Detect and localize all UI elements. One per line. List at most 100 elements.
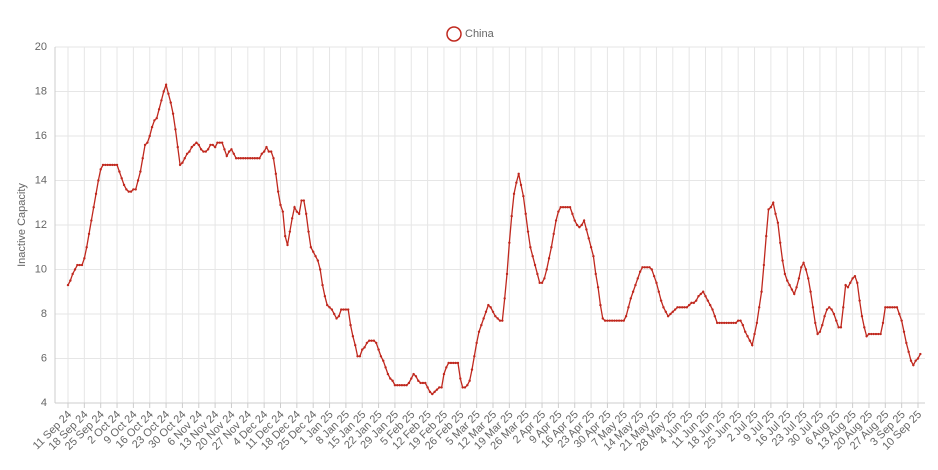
point <box>907 350 910 354</box>
point <box>204 150 207 153</box>
point <box>372 339 376 342</box>
point <box>779 241 782 244</box>
point <box>498 319 502 322</box>
point <box>811 306 815 309</box>
point <box>139 170 142 173</box>
point <box>466 384 469 387</box>
point <box>377 348 380 351</box>
point <box>389 377 392 380</box>
point <box>78 263 81 267</box>
y-tick-label: 4 <box>41 397 47 409</box>
point <box>596 286 600 289</box>
point <box>223 148 226 151</box>
point <box>396 384 399 387</box>
point <box>297 212 301 216</box>
point <box>912 363 915 367</box>
point <box>655 281 658 285</box>
point <box>127 190 130 193</box>
point <box>454 361 457 365</box>
point <box>751 343 754 347</box>
point <box>302 199 306 202</box>
point <box>94 192 98 196</box>
point <box>155 117 158 120</box>
point <box>407 381 411 385</box>
point <box>545 268 548 271</box>
point <box>76 263 79 267</box>
point <box>832 312 836 316</box>
point <box>382 359 385 362</box>
point <box>863 326 866 329</box>
point <box>99 168 102 171</box>
point <box>477 330 481 333</box>
point <box>143 143 147 147</box>
point <box>134 188 137 191</box>
y-tick-label: 20 <box>35 41 47 53</box>
point <box>877 332 880 336</box>
point <box>468 379 471 382</box>
point <box>209 143 212 147</box>
point <box>753 332 756 336</box>
point <box>919 352 922 356</box>
point <box>701 290 705 293</box>
point <box>225 154 228 158</box>
point <box>816 332 819 336</box>
point <box>503 297 506 300</box>
point <box>881 321 885 325</box>
point <box>150 125 154 129</box>
point <box>685 306 689 309</box>
point <box>762 263 766 267</box>
point <box>412 372 415 376</box>
legend-label: China <box>465 28 495 40</box>
point <box>452 361 455 365</box>
point <box>400 384 404 387</box>
point <box>178 163 182 167</box>
point <box>706 299 710 302</box>
point <box>101 163 105 167</box>
point <box>167 92 170 95</box>
point <box>853 274 857 278</box>
point <box>891 306 894 309</box>
point <box>92 206 95 209</box>
point <box>739 319 742 322</box>
point <box>902 330 906 333</box>
point <box>678 306 682 309</box>
point <box>566 206 569 209</box>
point <box>428 390 432 394</box>
y-tick-label: 12 <box>35 219 47 231</box>
point <box>160 99 163 102</box>
point <box>727 321 731 325</box>
point <box>741 323 745 327</box>
point <box>85 246 88 249</box>
point <box>484 310 488 313</box>
point <box>276 190 280 193</box>
point <box>573 219 576 222</box>
point <box>708 303 712 307</box>
point <box>526 230 530 233</box>
point <box>916 357 920 360</box>
point <box>283 234 287 238</box>
point <box>914 359 917 362</box>
point <box>311 250 315 253</box>
point <box>736 319 740 322</box>
point <box>234 157 238 160</box>
point <box>585 228 588 231</box>
point <box>435 388 439 391</box>
point <box>571 212 574 216</box>
point <box>80 263 84 267</box>
point <box>905 341 908 345</box>
point <box>501 319 504 322</box>
point <box>354 343 357 347</box>
point <box>164 83 168 87</box>
point <box>405 384 408 387</box>
point <box>842 306 845 309</box>
point <box>610 319 614 322</box>
point <box>718 321 721 325</box>
point <box>318 268 322 271</box>
point <box>438 386 441 389</box>
point <box>314 254 317 258</box>
point <box>631 290 635 293</box>
point <box>732 321 735 325</box>
point <box>725 321 728 325</box>
point <box>870 332 873 336</box>
point <box>218 141 221 144</box>
